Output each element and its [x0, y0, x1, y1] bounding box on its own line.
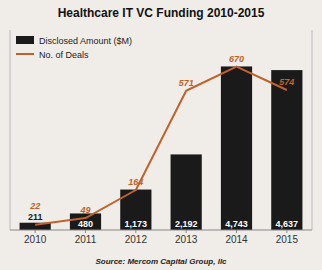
line-label: 574: [279, 77, 294, 87]
x-tick-label: 2012: [125, 234, 148, 245]
x-tick: [286, 230, 287, 233]
line-label: 670: [229, 54, 244, 64]
data-labels: 211 480 1,173 2,192 4,743 4,637 22 49 164 571 670 5…: [28, 54, 298, 229]
legend: Disclosed Amount ($M) No. of Deals: [16, 36, 132, 60]
marks: [20, 66, 303, 230]
x-tick-label: 2013: [175, 234, 198, 245]
bar-label: 211: [28, 212, 43, 222]
line: [35, 67, 287, 225]
bar-label: 2,192: [175, 219, 198, 229]
legend-swatch: [16, 36, 34, 44]
x-tick-label: 2014: [225, 234, 248, 245]
x-tick-label: 2011: [75, 234, 97, 245]
chart: Healthcare IT VC Funding 2010-2015 211 480…: [0, 0, 322, 270]
line-label: 164: [128, 177, 143, 187]
bar: [70, 213, 101, 230]
title: Healthcare IT VC Funding 2010-2015: [58, 6, 265, 20]
bar: [271, 70, 302, 230]
y2-axis-line: [312, 30, 313, 230]
bar-label: 4,637: [276, 219, 299, 229]
x-tick-label: 2015: [276, 234, 299, 245]
x-axis-line: [10, 230, 312, 231]
bar: [171, 154, 202, 230]
legend-label: Disclosed Amount ($M): [39, 36, 132, 46]
legend-label: No. of Deals: [39, 50, 89, 60]
x-tick-label: 2010: [24, 234, 47, 245]
x-tick: [85, 230, 86, 233]
bar-label: 480: [78, 219, 93, 229]
line-label: 571: [179, 78, 194, 88]
bar-label: 1,173: [125, 219, 148, 229]
line-label: 49: [79, 205, 90, 215]
x-tick: [186, 230, 187, 233]
legend-swatch: [16, 53, 34, 55]
y-axis-line: [10, 30, 11, 230]
source-note: Source: Mercom Capital Group, llc: [95, 257, 227, 266]
bar: [221, 66, 252, 230]
background: [0, 0, 322, 270]
line-label: 22: [29, 201, 40, 211]
bar-label: 4,743: [225, 219, 248, 229]
x-tick: [35, 230, 36, 233]
x-tick: [135, 230, 136, 233]
x-tick: [236, 230, 237, 233]
